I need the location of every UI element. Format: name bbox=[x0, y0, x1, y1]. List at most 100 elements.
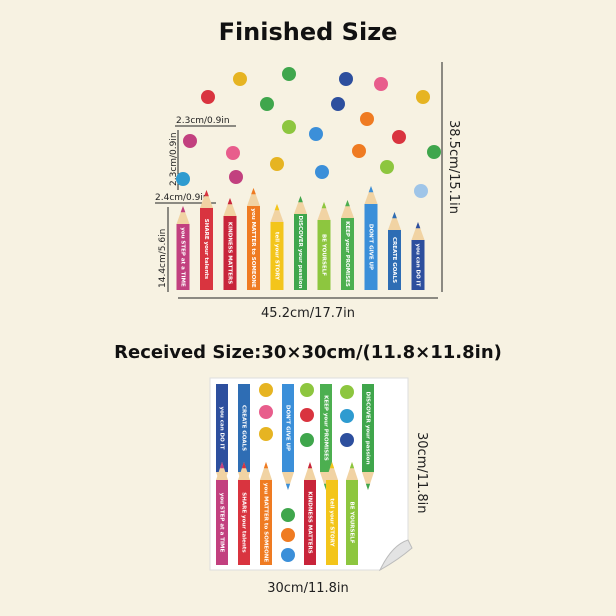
dot bbox=[427, 145, 441, 159]
pencil-body bbox=[364, 204, 378, 290]
pencil-body bbox=[247, 206, 260, 290]
pencil-text: you STEP at a TIME bbox=[180, 227, 186, 287]
pencil-text: BE YOURSELF bbox=[321, 234, 327, 276]
dot bbox=[226, 146, 240, 160]
dim-label: 2.3cm/0.9in bbox=[176, 116, 230, 126]
pencil-text: BE YOURSELF bbox=[349, 501, 355, 543]
pencil-text: CREATE GOALS bbox=[241, 405, 247, 451]
pencil-tip bbox=[364, 186, 378, 204]
pencil-text: DON'T GIVE UP bbox=[368, 224, 374, 270]
pencil-tip bbox=[176, 206, 190, 224]
dot bbox=[392, 130, 406, 144]
dot bbox=[340, 385, 354, 399]
pencil-body bbox=[282, 384, 294, 472]
peel-corner bbox=[378, 539, 413, 572]
pencil-lead bbox=[219, 462, 225, 469]
pencil-lead bbox=[349, 462, 355, 469]
pencil-lead bbox=[298, 196, 303, 203]
dot bbox=[374, 77, 388, 91]
pencil-tip bbox=[216, 462, 228, 480]
pencil-tip bbox=[346, 462, 358, 480]
pencil-body bbox=[176, 224, 190, 290]
pencil-tip bbox=[260, 462, 272, 480]
dot bbox=[259, 405, 273, 419]
pencil-body bbox=[341, 218, 354, 290]
pencil-lead bbox=[365, 483, 371, 490]
pencil-text: SHARE your talents bbox=[203, 219, 209, 280]
pencil-body bbox=[223, 216, 237, 290]
pencil-body bbox=[346, 480, 358, 565]
pencil-tip bbox=[317, 202, 331, 220]
pencil-body bbox=[388, 230, 401, 290]
dot bbox=[176, 172, 190, 186]
dim-label: 38.5cm/15.1in bbox=[446, 120, 461, 214]
pencil-body bbox=[304, 480, 316, 565]
pencil-lead bbox=[241, 462, 247, 469]
dot bbox=[229, 170, 243, 184]
dot bbox=[300, 433, 314, 447]
dot bbox=[300, 383, 314, 397]
pencil-tip bbox=[247, 188, 260, 206]
pencil-text: you can DO IT bbox=[415, 244, 421, 287]
pencil-text: DISCOVER your passion bbox=[297, 216, 303, 289]
dot bbox=[233, 72, 247, 86]
pencil-text: you MATTER to SOMEONE bbox=[263, 483, 269, 563]
dot bbox=[282, 120, 296, 134]
dot bbox=[183, 134, 197, 148]
dot bbox=[281, 548, 295, 562]
pencil-tip bbox=[411, 222, 425, 240]
pencil-text: KINDNESS MATTERS bbox=[227, 222, 233, 284]
pencil-lead bbox=[321, 202, 327, 209]
pencil-text: you can DO IT bbox=[219, 407, 225, 450]
dot bbox=[259, 383, 273, 397]
pencil-lead bbox=[263, 462, 269, 469]
dot bbox=[340, 409, 354, 423]
pencil-text: tell your STORY bbox=[274, 232, 280, 281]
dot bbox=[300, 408, 314, 422]
dot bbox=[281, 508, 295, 522]
pencil-text: you MATTER to SOMEONE bbox=[250, 208, 256, 288]
pencil-lead bbox=[180, 206, 186, 213]
pencil-tip bbox=[362, 472, 374, 490]
pencil-text: tell your STORY bbox=[329, 498, 335, 547]
pencil-tip bbox=[326, 462, 338, 480]
dot bbox=[259, 427, 273, 441]
dot bbox=[201, 90, 215, 104]
pencil-tip bbox=[388, 212, 401, 230]
dim-label: 30cm/11.8in bbox=[414, 432, 429, 514]
pencil-body bbox=[362, 384, 374, 472]
dot bbox=[315, 165, 329, 179]
pencil-body bbox=[200, 208, 213, 290]
artwork: you STEP at a TIME SHARE your talents KIND… bbox=[176, 67, 441, 565]
dot bbox=[340, 433, 354, 447]
pencil-body bbox=[411, 240, 425, 290]
pencil-text: SHARE your talents bbox=[241, 492, 247, 553]
dot bbox=[414, 184, 428, 198]
pencil-lead bbox=[345, 200, 350, 207]
pencil-lead bbox=[227, 198, 233, 205]
pencil-text: DISCOVER your passion bbox=[365, 392, 371, 465]
pencil-tip bbox=[238, 462, 250, 480]
pencil-body bbox=[294, 214, 307, 290]
pencil-lead bbox=[392, 212, 397, 219]
pencil-lead bbox=[307, 462, 313, 469]
pencil-tip bbox=[304, 462, 316, 480]
pencil-lead bbox=[274, 204, 280, 211]
dot bbox=[260, 97, 274, 111]
dot bbox=[270, 157, 284, 171]
pencil-tip bbox=[341, 200, 354, 218]
dim-label: 30cm/11.8in bbox=[267, 581, 349, 596]
pencil-text: CREATE GOALS bbox=[391, 237, 397, 283]
pencil-body bbox=[238, 384, 250, 472]
pencil-tip bbox=[200, 190, 213, 208]
pencil-body bbox=[216, 384, 228, 472]
pencil-body bbox=[216, 480, 228, 565]
pencil-text: DON'T GIVE UP bbox=[285, 405, 291, 451]
pencil-lead bbox=[415, 222, 421, 229]
pencil-lead bbox=[251, 188, 256, 195]
received-title: Received Size:30×30cm/(11.8×11.8in) bbox=[114, 342, 502, 363]
dim-label: 2.3cm/0.9in bbox=[169, 132, 179, 186]
dim-label: 2.4cm/0.9in bbox=[155, 193, 209, 203]
pencil-body bbox=[326, 480, 338, 565]
